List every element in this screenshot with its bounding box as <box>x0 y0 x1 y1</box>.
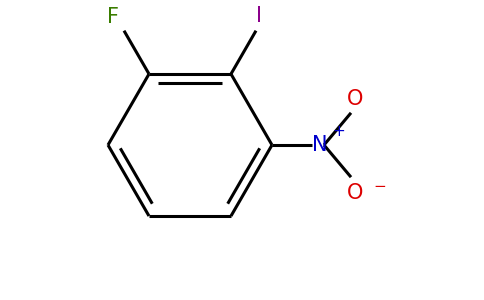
Text: N: N <box>312 135 328 155</box>
Text: O: O <box>347 183 363 203</box>
Text: I: I <box>256 6 262 26</box>
Text: O: O <box>347 89 363 109</box>
Text: +: + <box>332 124 345 139</box>
Text: −: − <box>373 179 386 194</box>
Text: F: F <box>107 7 119 27</box>
